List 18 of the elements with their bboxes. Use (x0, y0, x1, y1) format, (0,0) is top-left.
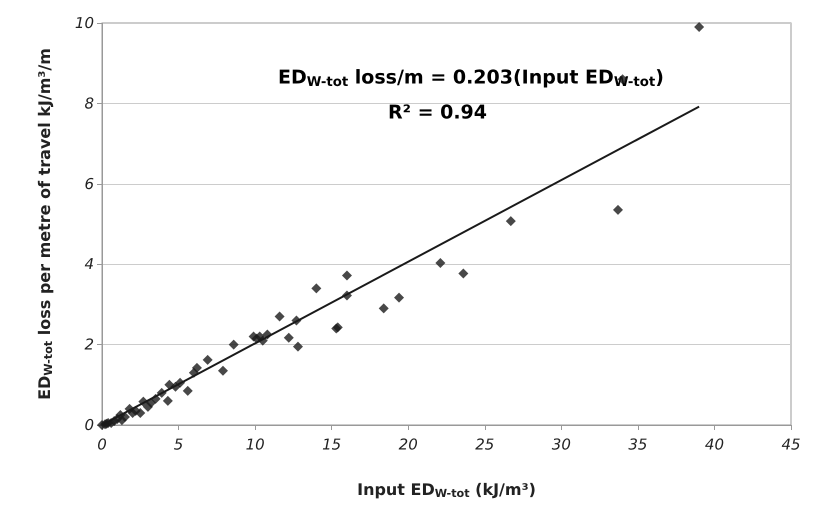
y-tick-label: 6 (84, 174, 94, 193)
x-tick-label: 45 (781, 436, 801, 454)
x-tick-label: 0 (97, 436, 107, 454)
y-tick-label: 0 (84, 416, 94, 434)
annotation: R² = 0.94 (388, 102, 487, 124)
y-axis-title: EDW-tot loss per metre of travel kJ/m³/m (35, 48, 55, 400)
x-tick-label: 15 (322, 436, 342, 454)
x-tick-label: 40 (704, 436, 724, 454)
y-tick-label: 4 (84, 255, 94, 274)
x-tick-label: 5 (174, 436, 184, 454)
y-tick-label: 8 (84, 94, 94, 112)
x-tick-label: 20 (398, 436, 418, 454)
x-tick-label: 30 (552, 436, 571, 454)
x-tick-label: 25 (475, 436, 494, 454)
x-tick-label: 10 (246, 436, 265, 454)
y-tick-label: 2 (84, 336, 94, 354)
x-tick-label: 35 (628, 436, 648, 454)
y-tick-label: 10 (74, 14, 94, 32)
